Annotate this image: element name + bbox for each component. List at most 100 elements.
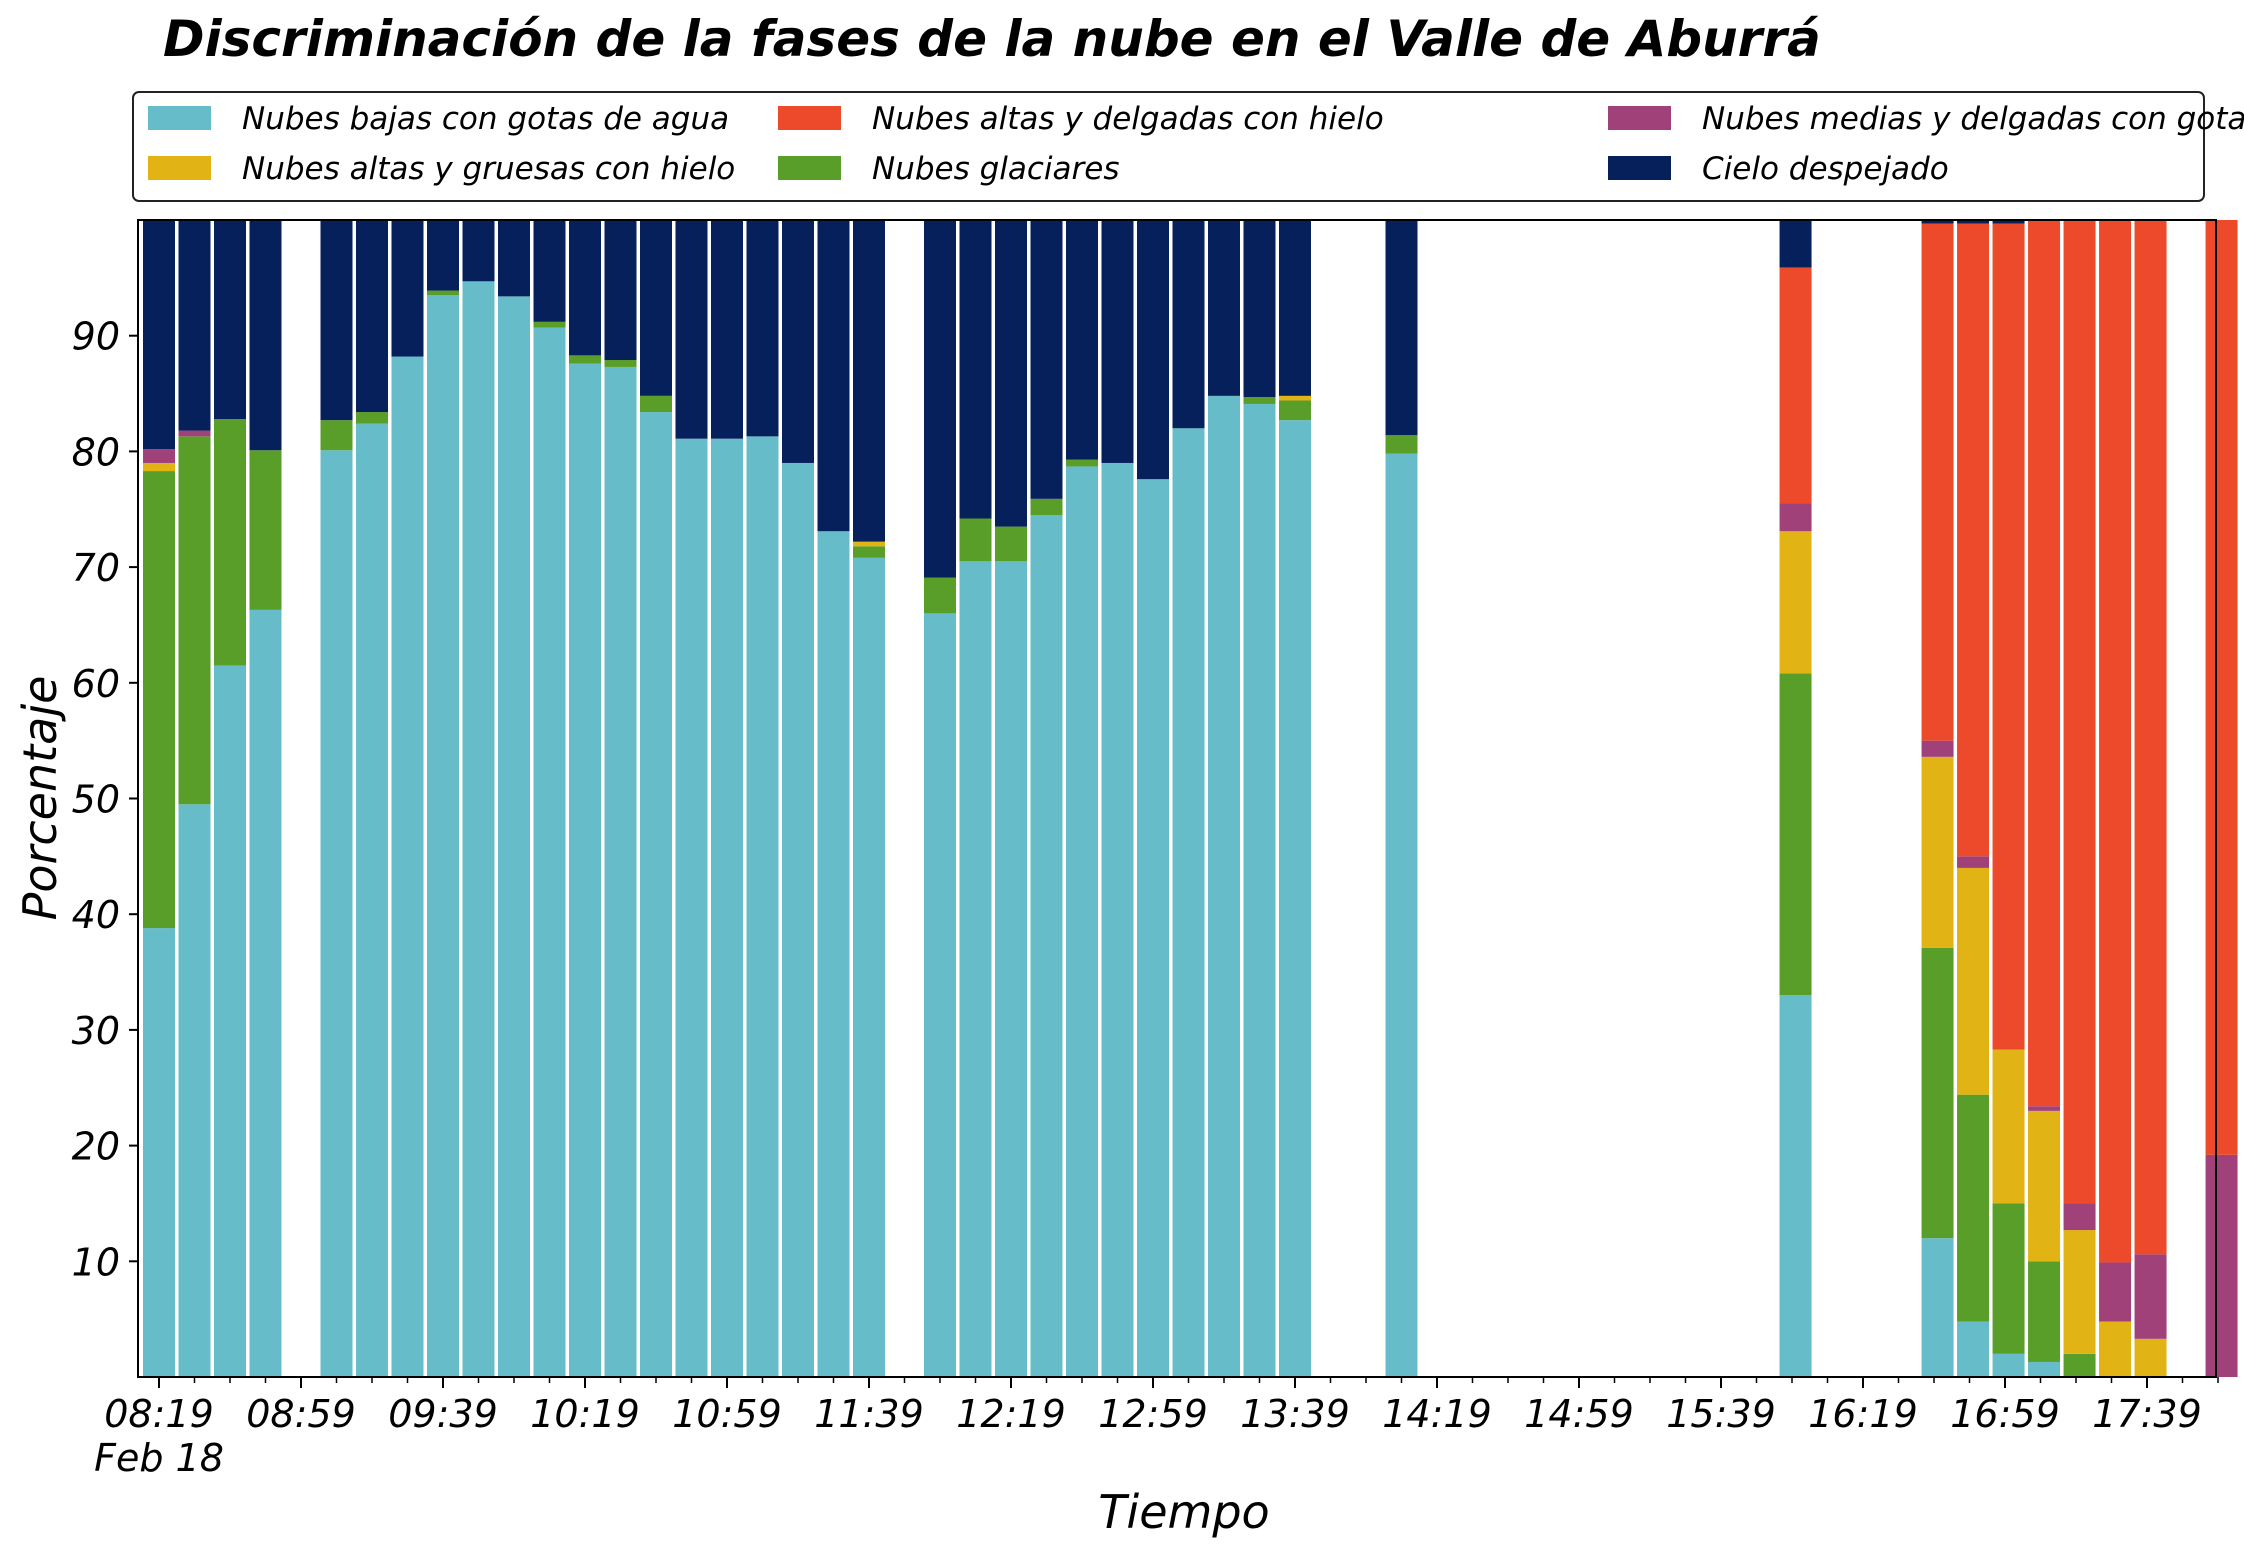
x-tick-label: 12:59	[1098, 1392, 1208, 1436]
legend-label: Nubes medias y delgadas con gotas de agu…	[1702, 101, 2244, 137]
bar-segment-nubes-glaciares	[924, 577, 956, 614]
x-tick-sublabel: Feb 18	[94, 1436, 224, 1480]
bar-stack	[1208, 220, 1240, 1377]
x-tick-label: 14:19	[1382, 1392, 1492, 1436]
bar-stack	[356, 220, 388, 1377]
bar-segment-nubes-bajas-con-gotas-de-agua	[356, 423, 388, 1377]
bar-segment-nubes-bajas-con-gotas-de-agua	[853, 557, 885, 1377]
bar-segment-cielo-despejado	[143, 220, 175, 450]
bar-segment-cielo-despejado	[853, 220, 885, 542]
bar-segment-nubes-altas-y-delgadas-con-hielo	[1957, 223, 1990, 857]
bar-segment-nubes-bajas-con-gotas-de-agua	[640, 412, 672, 1377]
bar-segment-nubes-glaciares	[533, 321, 566, 328]
bar-segment-cielo-despejado	[1101, 220, 1134, 463]
bar-segment-nubes-altas-y-gruesas-con-hielo	[1279, 395, 1311, 401]
bar-segment-nubes-medias-y-delgadas-con-gotas-de-agua	[2205, 1154, 2238, 1377]
y-tick-label: 40	[72, 893, 120, 937]
bar-segment-cielo-despejado	[995, 220, 1027, 527]
bars-layer	[143, 220, 2238, 1378]
bar-segment-nubes-bajas-con-gotas-de-agua	[1066, 466, 1098, 1377]
bar-segment-nubes-altas-y-gruesas-con-hielo	[1957, 867, 1990, 1095]
bar-segment-nubes-bajas-con-gotas-de-agua	[959, 561, 992, 1377]
bar-stack	[569, 220, 601, 1378]
bar-stack	[746, 220, 779, 1377]
bar-segment-nubes-altas-y-delgadas-con-hielo	[2134, 220, 2167, 1255]
bar-segment-nubes-altas-y-delgadas-con-hielo	[2028, 220, 2061, 1107]
bar-stack	[604, 220, 637, 1377]
bar-segment-nubes-altas-y-gruesas-con-hielo	[1779, 531, 1812, 674]
bar-segment-nubes-bajas-con-gotas-de-agua	[533, 327, 566, 1378]
bar-segment-nubes-bajas-con-gotas-de-agua	[462, 281, 495, 1377]
y-tick-label: 60	[72, 662, 120, 706]
bar-stack	[1243, 220, 1276, 1378]
bar-segment-nubes-glaciares	[214, 419, 246, 666]
bar-segment-cielo-despejado	[1137, 220, 1169, 480]
bar-segment-nubes-bajas-con-gotas-de-agua	[1779, 995, 1812, 1377]
bar-segment-cielo-despejado	[178, 220, 211, 431]
legend-swatch	[778, 156, 841, 180]
bar-segment-nubes-bajas-con-gotas-de-agua	[995, 561, 1027, 1377]
bar-segment-nubes-glaciares	[959, 518, 992, 562]
bar-segment-nubes-bajas-con-gotas-de-agua	[711, 438, 743, 1377]
chart-title: Discriminación de la fases de la nube en…	[163, 10, 1821, 68]
y-axis: 10 20 30 40 50 60 70 80 90	[72, 315, 138, 1284]
bar-segment-nubes-medias-y-delgadas-con-gotas-de-agua	[2028, 1106, 2061, 1111]
legend-swatch	[148, 106, 211, 130]
x-tick-label: 14:59	[1524, 1392, 1634, 1436]
bar-segment-nubes-altas-y-gruesas-con-hielo	[143, 462, 175, 472]
bar-stack	[1101, 220, 1134, 1378]
bar-segment-nubes-glaciares	[1030, 498, 1063, 516]
bar-stack	[533, 220, 566, 1378]
bar-stack	[1279, 220, 1311, 1377]
bar-segment-nubes-bajas-con-gotas-de-agua	[675, 438, 708, 1377]
bar-segment-nubes-glaciares	[143, 471, 175, 929]
bar-segment-cielo-despejado	[675, 220, 708, 439]
bar-stack	[1030, 220, 1063, 1377]
legend-swatch	[148, 156, 211, 180]
y-axis-label: Porcentaje	[13, 676, 67, 921]
bar-segment-nubes-medias-y-delgadas-con-gotas-de-agua	[1957, 856, 1990, 868]
bar-segment-nubes-altas-y-delgadas-con-hielo	[2063, 220, 2096, 1204]
bar-segment-cielo-despejado	[1385, 220, 1418, 436]
bar-stack	[2028, 220, 2061, 1377]
legend-entry-nubes-altas-y-gruesas-con-hielo: Nubes altas y gruesas con hielo	[148, 151, 735, 187]
y-tick-label: 50	[72, 778, 120, 822]
bar-segment-nubes-bajas-con-gotas-de-agua	[143, 928, 175, 1377]
bar-segment-nubes-altas-y-gruesas-con-hielo	[1992, 1049, 2025, 1204]
bar-stack	[214, 220, 246, 1377]
legend-label: Nubes altas y delgadas con hielo	[872, 101, 1384, 137]
bar-stack	[178, 220, 211, 1377]
bar-stack	[1992, 220, 2025, 1377]
bar-segment-nubes-altas-y-delgadas-con-hielo	[1779, 267, 1812, 504]
bar-segment-cielo-despejado	[498, 220, 530, 297]
bar-segment-cielo-despejado	[391, 220, 424, 357]
bar-stack	[817, 220, 850, 1377]
bar-segment-nubes-glaciares	[1921, 947, 1954, 1239]
x-axis-label: Tiempo	[1098, 1485, 1269, 1539]
bar-stack	[711, 220, 743, 1377]
bar-segment-cielo-despejado	[746, 220, 779, 437]
bar-stack	[924, 220, 956, 1377]
bar-segment-nubes-glaciares	[178, 436, 211, 805]
bar-stack	[320, 220, 353, 1377]
bar-segment-nubes-glaciares	[427, 290, 459, 296]
bar-segment-cielo-despejado	[711, 220, 743, 439]
legend-label: Cielo despejado	[1702, 151, 1949, 187]
bar-stack	[640, 220, 672, 1377]
x-tick-label: 09:39	[388, 1392, 498, 1436]
legend-swatch	[1608, 156, 1671, 180]
bar-segment-cielo-despejado	[320, 220, 353, 421]
bar-segment-nubes-glaciares	[249, 450, 282, 610]
bar-segment-cielo-despejado	[640, 220, 672, 396]
bar-segment-nubes-glaciares	[1779, 673, 1812, 996]
y-tick-label: 90	[72, 315, 120, 359]
bar-segment-nubes-bajas-con-gotas-de-agua	[391, 356, 424, 1377]
bar-segment-nubes-bajas-con-gotas-de-agua	[1101, 462, 1134, 1378]
bar-segment-cielo-despejado	[1066, 220, 1098, 460]
bar-segment-cielo-despejado	[1279, 220, 1311, 396]
legend-swatch	[778, 106, 841, 130]
bar-stack	[143, 220, 175, 1377]
bar-segment-nubes-altas-y-gruesas-con-hielo	[2063, 1230, 2096, 1354]
